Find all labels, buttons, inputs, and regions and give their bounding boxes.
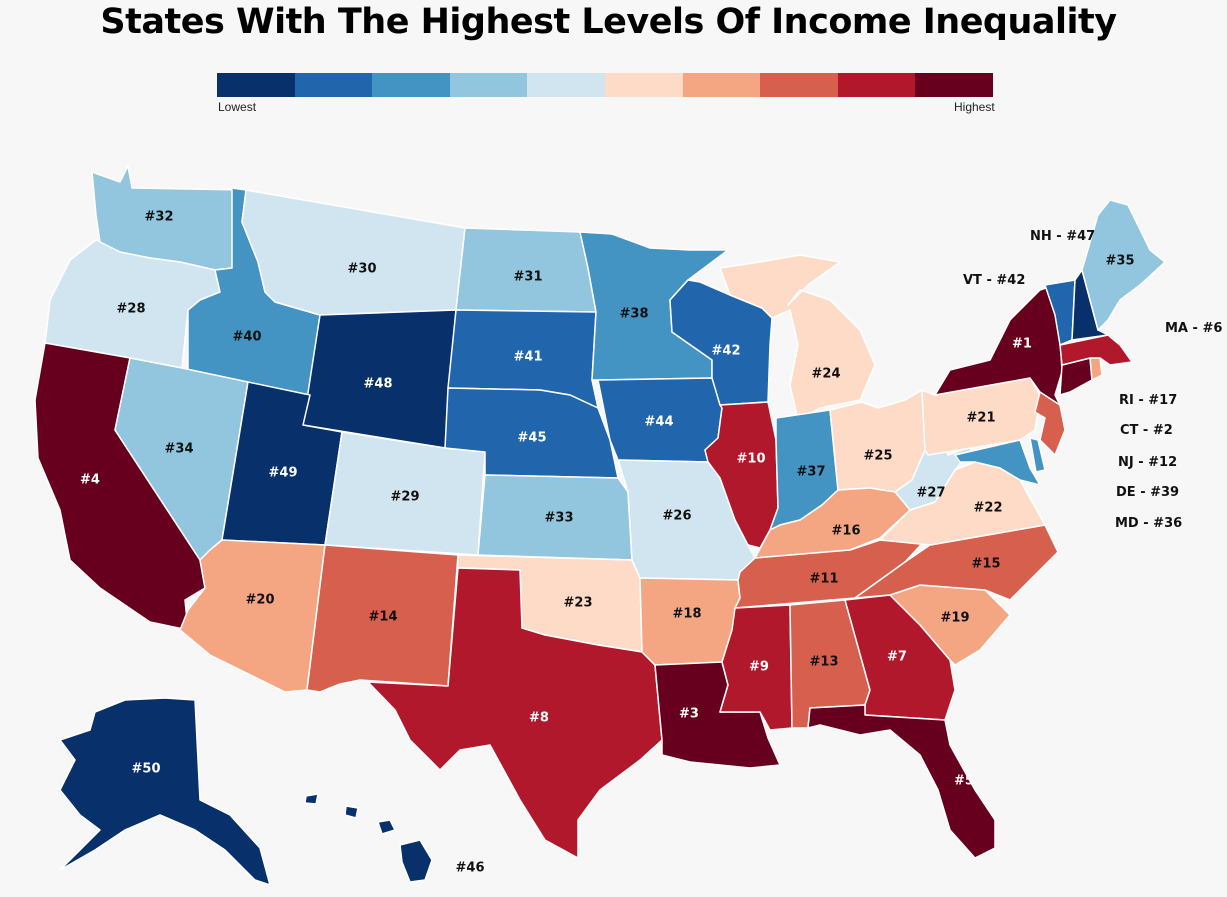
hawaii-island (399, 839, 433, 883)
rank-label-in: #37 (797, 465, 826, 480)
legend-low-label: Lowest (218, 100, 257, 114)
state-me[interactable] (1081, 199, 1166, 331)
state-ak[interactable] (59, 697, 271, 886)
rank-label-ny: #1 (1012, 337, 1032, 352)
rank-label-la: #3 (679, 707, 699, 722)
rank-label-mo: #26 (663, 509, 692, 524)
label-de: DE - #39 (1116, 485, 1180, 500)
rank-label-va: #22 (974, 501, 1003, 516)
rank-label-tx: #8 (529, 711, 549, 726)
state-nj[interactable] (1034, 391, 1066, 456)
label-ma: MA - #6 (1165, 321, 1223, 336)
rank-label-ak: #50 (132, 762, 161, 777)
legend-swatch (527, 73, 605, 97)
state-ri[interactable] (1089, 357, 1103, 381)
rank-label-sd: #41 (514, 350, 543, 365)
legend-swatch (294, 73, 373, 97)
rank-label-fl: #5 (954, 774, 974, 789)
state-az[interactable] (179, 539, 326, 693)
legend-swatch (837, 73, 916, 97)
rank-label-il: #10 (737, 452, 766, 467)
rank-label-me: #35 (1106, 254, 1135, 269)
state-mi[interactable] (719, 254, 876, 421)
state-fl[interactable] (807, 704, 996, 859)
state-ma[interactable] (1059, 334, 1133, 366)
map-title: States With The Highest Levels Of Income… (100, 2, 1117, 42)
state-vt[interactable] (1044, 279, 1076, 346)
rank-label-ne: #45 (518, 431, 547, 446)
rank-label-ca: #4 (80, 473, 100, 488)
rank-label-nd: #31 (514, 270, 543, 285)
state-co[interactable] (324, 431, 486, 556)
rank-label-wa: #32 (145, 210, 174, 225)
hawaii-island (377, 819, 396, 835)
state-oh[interactable] (829, 389, 926, 493)
legend-swatch (217, 73, 295, 97)
rank-label-sc: #19 (941, 611, 970, 626)
label-nh: NH - #47 (1030, 229, 1096, 244)
label-nj: NJ - #12 (1118, 455, 1178, 470)
rank-label-id: #40 (233, 330, 262, 345)
state-tx[interactable] (367, 567, 663, 859)
legend-swatch (682, 73, 761, 97)
label-ct: CT - #2 (1120, 423, 1173, 438)
rank-label-wv: #27 (917, 486, 946, 501)
rank-label-co: #29 (391, 490, 420, 505)
legend-swatch (915, 73, 993, 97)
state-md[interactable] (954, 439, 1041, 486)
rank-label-hi: #46 (456, 861, 485, 876)
rank-label-nv: #34 (165, 442, 194, 457)
legend-swatch (372, 73, 450, 97)
state-de[interactable] (1029, 437, 1046, 473)
rank-label-oh: #25 (864, 449, 893, 464)
rank-label-ok: #23 (564, 596, 593, 611)
rank-label-mn: #38 (620, 307, 649, 322)
rank-label-mt: #30 (348, 262, 377, 277)
label-md: MD - #36 (1115, 516, 1183, 531)
state-nm[interactable] (306, 544, 459, 693)
legend-swatch (604, 73, 683, 97)
rank-label-nm: #14 (369, 610, 398, 625)
legend-swatch (760, 73, 838, 97)
label-ri: RI - #17 (1119, 393, 1178, 408)
rank-label-wy: #48 (364, 377, 393, 392)
rank-label-al: #13 (810, 655, 839, 670)
rank-label-ia: #44 (645, 415, 674, 430)
state-nh[interactable] (1071, 269, 1109, 341)
hawaii-island (344, 805, 359, 819)
rank-label-ky: #16 (832, 524, 861, 539)
legend-swatch (449, 73, 528, 97)
rank-labels: #32 #28 #4 #40 #34 #30 #48 #49 #20 #29 #14 #31 #41 #4… (80, 210, 1134, 876)
rank-label-az: #20 (246, 593, 275, 608)
rank-label-tn: #11 (810, 572, 839, 587)
state-hi[interactable] (304, 793, 433, 883)
rank-label-mi: #24 (812, 367, 841, 382)
label-vt: VT - #42 (963, 273, 1026, 288)
rank-label-wi: #42 (712, 344, 741, 359)
rank-label-ar: #18 (673, 607, 702, 622)
legend-high-label: Highest (954, 100, 995, 114)
rank-label-or: #28 (117, 302, 146, 317)
rank-label-nc: #15 (972, 557, 1001, 572)
state-ne[interactable] (444, 387, 619, 479)
rank-label-ks: #33 (545, 511, 574, 526)
rank-label-pa: #21 (967, 411, 996, 426)
rank-label-ms: #9 (749, 660, 769, 675)
hawaii-island (304, 793, 319, 805)
state-mt[interactable] (241, 189, 466, 316)
rank-label-ga: #7 (887, 650, 907, 665)
rank-label-ut: #49 (269, 466, 298, 481)
state-nc[interactable] (854, 524, 1059, 601)
color-legend (217, 73, 993, 97)
